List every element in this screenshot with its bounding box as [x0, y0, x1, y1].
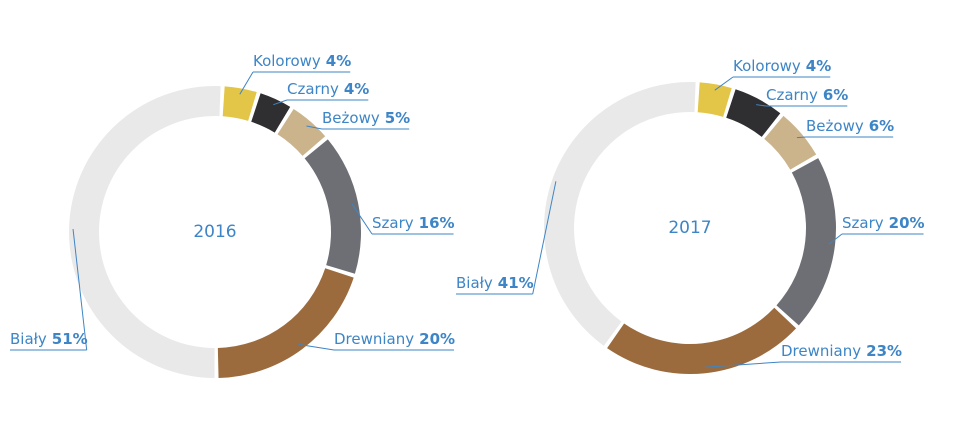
segment-label: Szary 16%: [372, 214, 455, 232]
label-leader: [298, 343, 335, 351]
label-leader: [796, 136, 807, 139]
donut-segment: [697, 82, 732, 117]
value-label: 4%: [326, 52, 351, 70]
category-name: Drewniany: [781, 342, 861, 360]
segment-label: Czarny 6%: [766, 86, 848, 104]
value-label: 16%: [419, 214, 455, 232]
donut-segment: [607, 307, 797, 374]
category-name: Kolorowy: [733, 57, 801, 75]
label-leader: [72, 228, 88, 351]
category-name: Szary: [842, 214, 884, 232]
segment-label: Beżowy 6%: [806, 117, 894, 135]
category-name: Beżowy: [806, 117, 864, 135]
donut-segment: [217, 268, 354, 378]
label-leader: [306, 125, 323, 130]
category-name: Kolorowy: [253, 52, 321, 70]
label-leader: [704, 361, 782, 368]
donut-segment: [776, 158, 836, 326]
value-label: 20%: [889, 214, 925, 232]
label-leader: [239, 71, 254, 95]
segment-label: Biały 51%: [10, 330, 88, 348]
donut-segment: [544, 81, 696, 346]
label-leader: [532, 181, 557, 295]
segment-label: Drewniany 23%: [781, 342, 902, 360]
category-name: Szary: [372, 214, 414, 232]
donut-chart: 2017 Kolorowy 4% Czarny 6% Beżowy 6% Szary 20% Dr…: [456, 57, 925, 374]
donut-segment: [251, 93, 291, 133]
value-label: 6%: [869, 117, 894, 135]
value-label: 41%: [498, 274, 534, 292]
segment-label: Biały 41%: [456, 274, 534, 292]
segment-label: Kolorowy 4%: [733, 57, 831, 75]
value-label: 5%: [385, 109, 410, 127]
donut-segment: [726, 89, 781, 137]
center-label: 2016: [193, 222, 236, 242]
donut-segment: [304, 139, 362, 274]
label-leader: [828, 233, 843, 245]
value-label: 6%: [823, 86, 848, 104]
segment-label: Szary 20%: [842, 214, 925, 232]
category-name: Drewniany: [334, 330, 414, 348]
center-label: 2017: [668, 218, 711, 238]
label-leader: [714, 76, 734, 91]
segment-label: Czarny 4%: [287, 80, 369, 98]
category-name: Beżowy: [322, 109, 380, 127]
category-name: Czarny: [766, 86, 818, 104]
donut-chart: 2016 Kolorowy 4% Czarny 4% Beżowy 5% Szary 16% Dr…: [10, 52, 455, 378]
donut-segment: [68, 86, 221, 378]
value-label: 4%: [344, 80, 369, 98]
value-label: 20%: [419, 330, 455, 348]
label-leader: [756, 104, 767, 107]
segment-label: Kolorowy 4%: [253, 52, 351, 70]
category-name: Czarny: [287, 80, 339, 98]
label-leader: [351, 204, 373, 235]
segment-label: Drewniany 20%: [334, 330, 455, 348]
segment-label: Beżowy 5%: [322, 109, 410, 127]
donut-segment: [222, 86, 257, 121]
value-label: 51%: [52, 330, 88, 348]
donut-segment: [764, 115, 817, 170]
value-label: 4%: [806, 57, 831, 75]
donut-segment: [277, 109, 326, 156]
value-label: 23%: [866, 342, 902, 360]
label-leader: [273, 99, 288, 106]
category-name: Biały: [456, 274, 493, 292]
category-name: Biały: [10, 330, 47, 348]
